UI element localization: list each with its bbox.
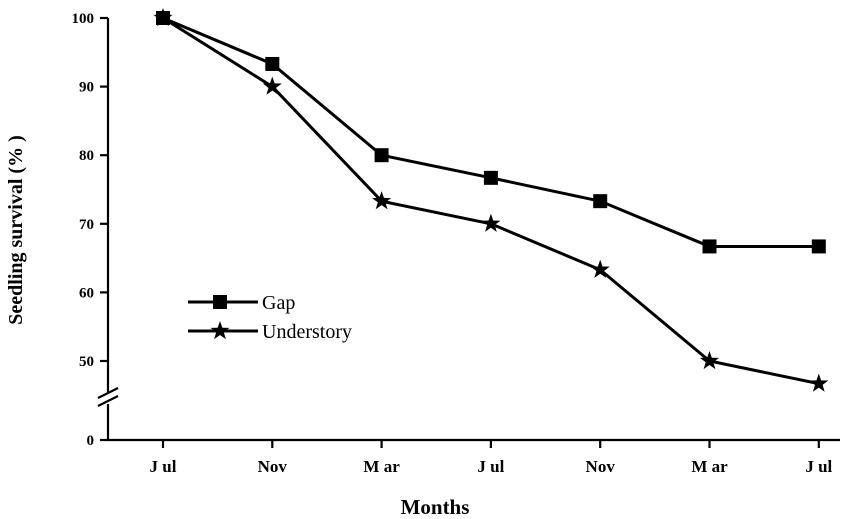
- y-tick-label: 60: [79, 285, 94, 301]
- y-tick-label: 50: [79, 354, 94, 370]
- legend-marker: [213, 295, 227, 309]
- data-point-gap: [484, 171, 498, 185]
- legend-item-understory: Understory: [188, 321, 352, 343]
- legend: Gap Understory: [188, 292, 352, 343]
- x-axis-ticks: J ul Nov M ar J ul Nov M ar J ul: [150, 440, 833, 476]
- x-tick-label: Nov: [586, 457, 616, 476]
- series-line-gap: [163, 18, 819, 246]
- data-point-gap: [265, 57, 279, 71]
- y-tick-label: 100: [72, 11, 95, 27]
- y-tick-label: 70: [79, 217, 94, 233]
- x-tick-label: J ul: [805, 457, 832, 476]
- data-point-gap: [593, 194, 607, 208]
- x-tick-label: M ar: [363, 457, 400, 476]
- x-tick-label: M ar: [691, 457, 728, 476]
- legend-label: Understory: [262, 321, 352, 343]
- x-tick-label: J ul: [150, 457, 177, 476]
- legend-marker: [210, 321, 229, 339]
- x-tick-label: J ul: [477, 457, 504, 476]
- legend-item-gap: Gap: [188, 292, 295, 314]
- y-tick-label: 80: [79, 148, 94, 164]
- axes: [98, 18, 840, 440]
- y-tick-label: 0: [87, 433, 95, 449]
- data-point-understory: [481, 214, 500, 232]
- x-axis-title: Months: [401, 495, 470, 519]
- y-axis-title: Seedling survival (% ): [5, 135, 27, 324]
- data-point-gap: [812, 239, 826, 253]
- y-tick-label: 90: [79, 80, 94, 96]
- data-point-gap: [375, 148, 389, 162]
- series-understory: [153, 8, 828, 392]
- x-tick-label: Nov: [258, 457, 288, 476]
- y-axis-ticks: 0 50 60 70 80 90 100: [72, 11, 109, 449]
- legend-label: Gap: [262, 292, 295, 314]
- series-layer: [153, 8, 828, 392]
- data-point-understory: [809, 374, 828, 392]
- data-point-gap: [703, 239, 717, 253]
